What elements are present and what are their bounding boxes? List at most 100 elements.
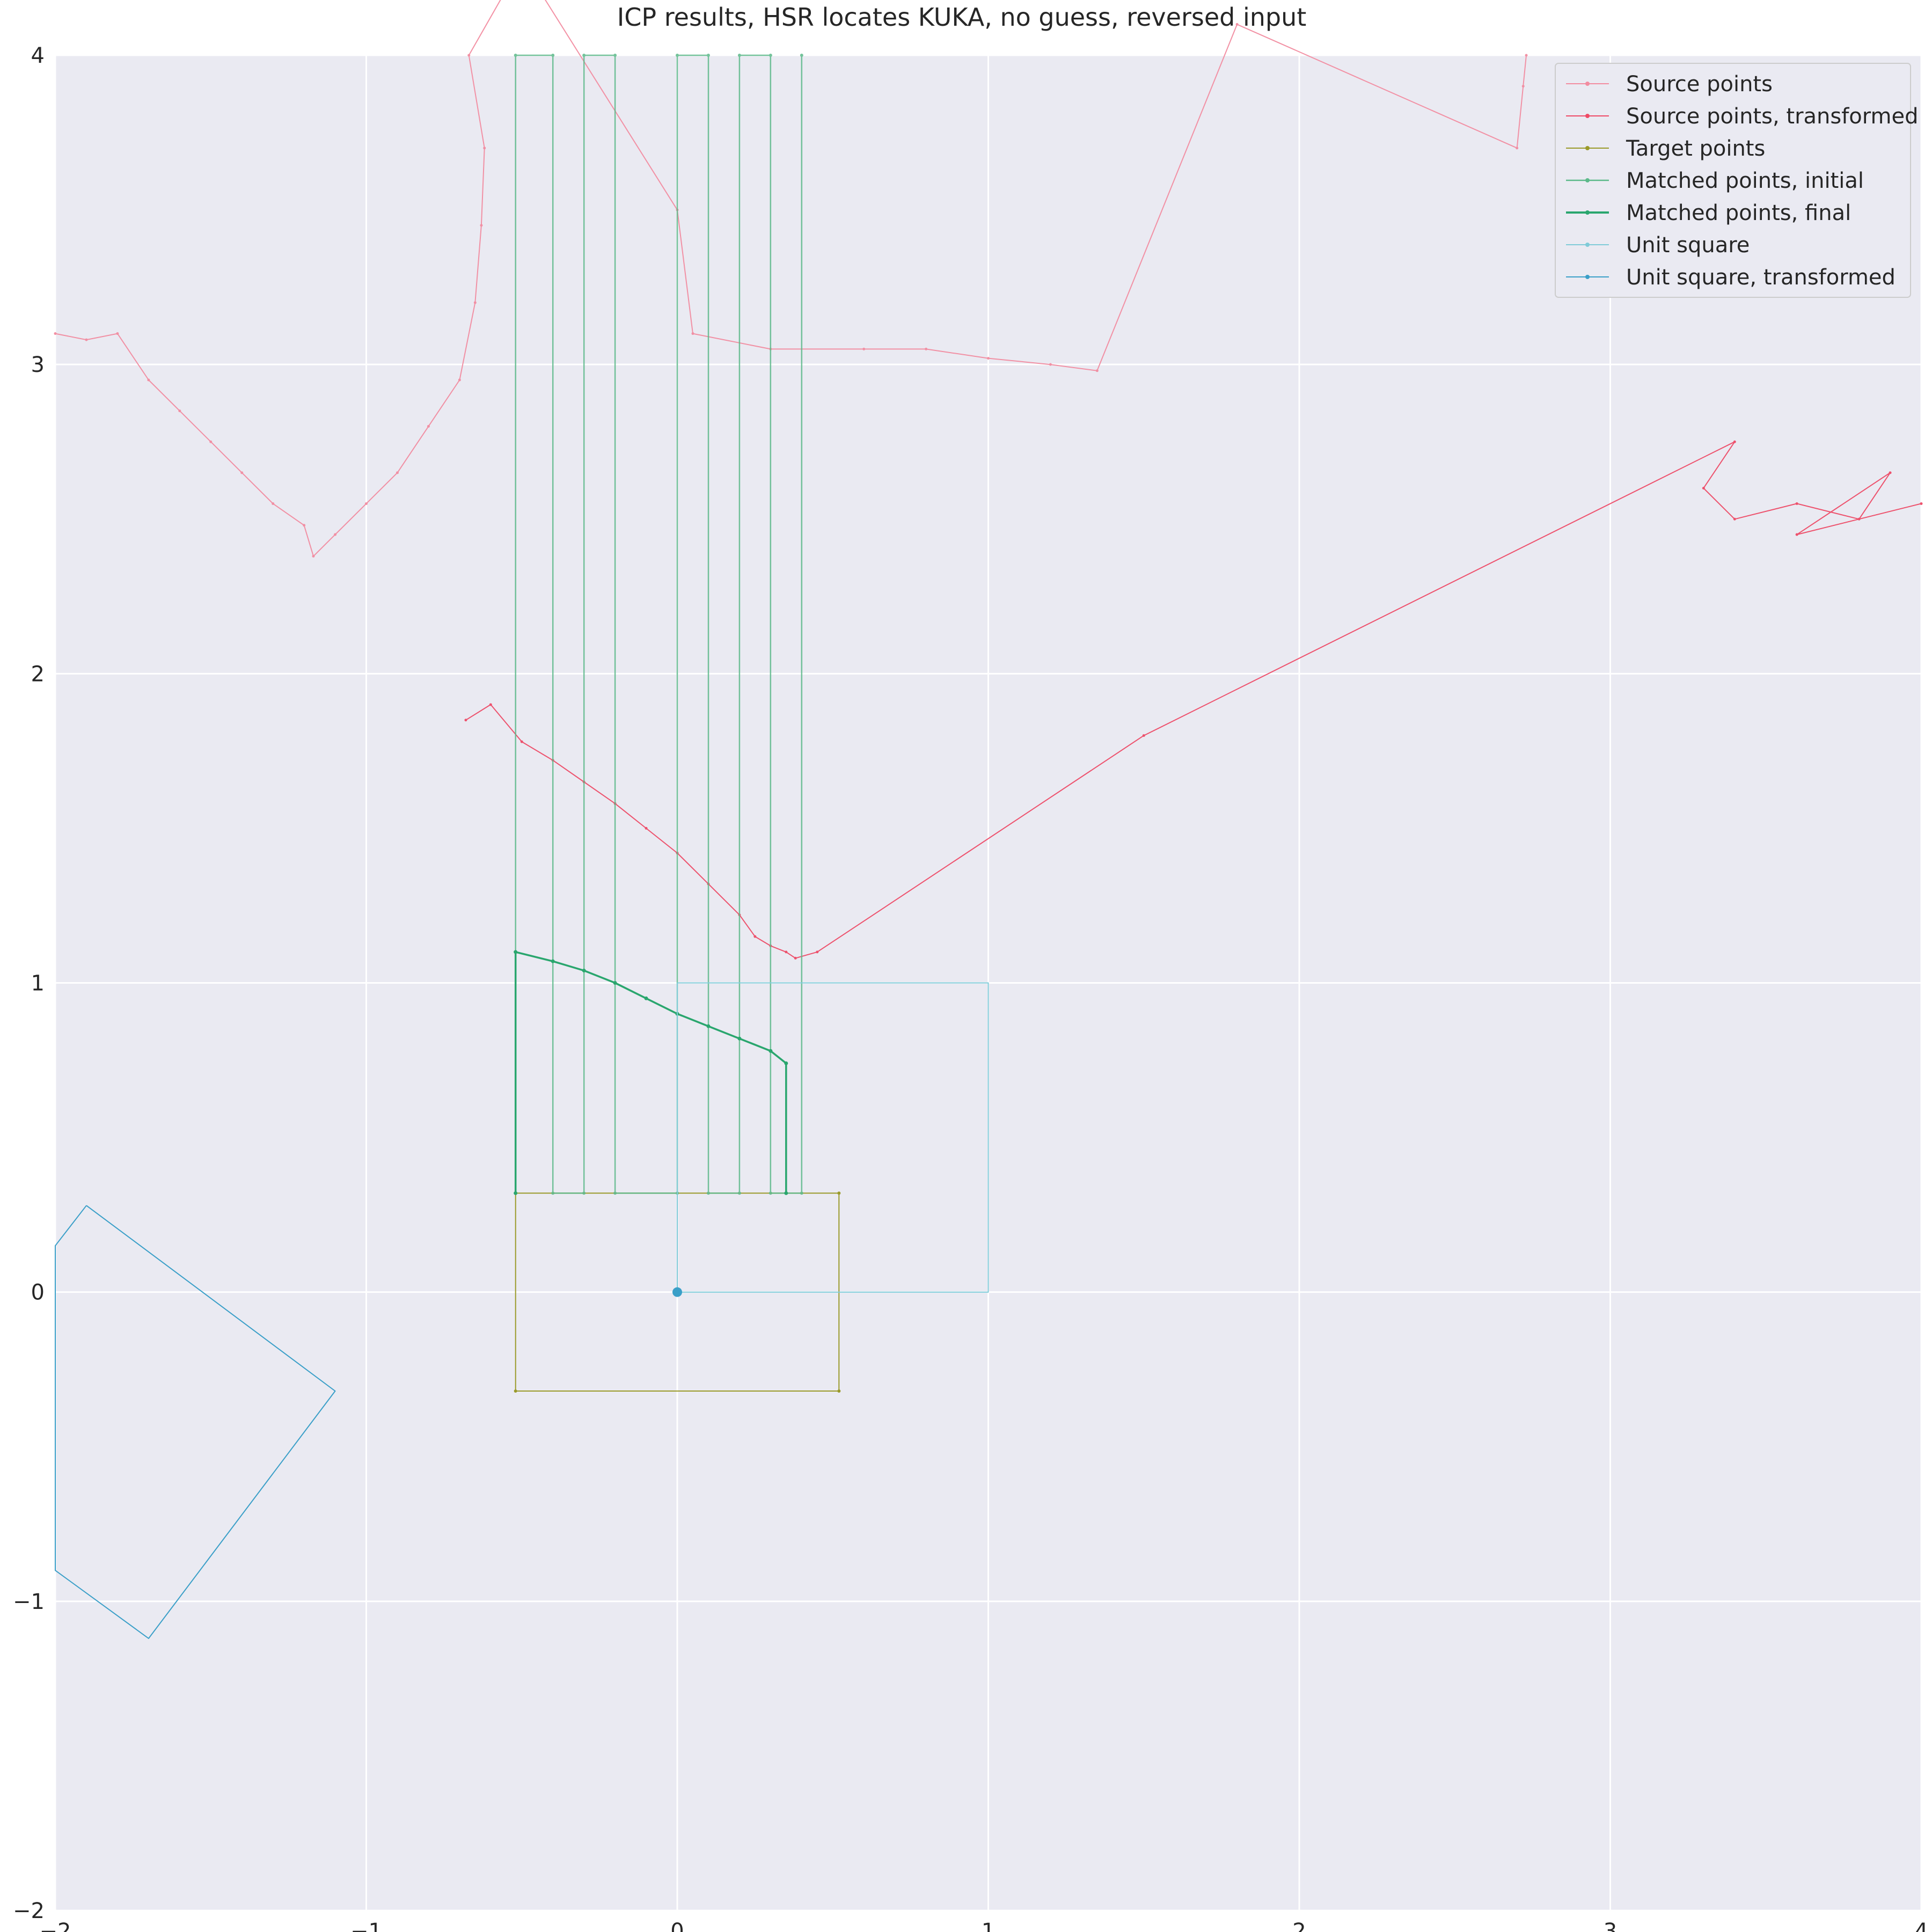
data-point xyxy=(240,471,244,474)
data-point xyxy=(837,1191,841,1195)
series-line xyxy=(515,54,803,1194)
data-point xyxy=(312,554,315,558)
data-point xyxy=(800,54,803,57)
data-point xyxy=(514,54,517,57)
y-tick-label: 1 xyxy=(31,971,45,996)
x-tick-label: 1 xyxy=(982,1919,995,1932)
data-point xyxy=(480,224,483,227)
data-point xyxy=(489,703,492,706)
data-point xyxy=(769,1191,772,1195)
series-line xyxy=(55,0,1527,557)
y-tick-label: −1 xyxy=(13,1590,45,1614)
data-point xyxy=(1049,363,1052,366)
series-line xyxy=(514,951,787,1194)
legend-entry: Source points, transformed xyxy=(1566,104,1918,129)
data-point xyxy=(837,1389,841,1393)
x-tick-label: 4 xyxy=(1914,1919,1928,1932)
legend-marker xyxy=(1585,114,1590,118)
series-4 xyxy=(514,950,788,1195)
x-tick-label: 2 xyxy=(1292,1919,1306,1932)
data-point xyxy=(551,1191,555,1195)
data-point xyxy=(769,1049,773,1053)
data-point xyxy=(737,54,741,57)
x-tick-label: −1 xyxy=(350,1919,382,1932)
data-point xyxy=(582,54,586,57)
data-point xyxy=(1857,517,1861,521)
data-point xyxy=(644,996,648,1000)
data-point xyxy=(514,950,518,954)
origin-point xyxy=(672,1287,682,1297)
y-tick-label: 0 xyxy=(31,1280,45,1305)
data-point xyxy=(54,332,57,335)
series-5 xyxy=(677,982,989,1293)
data-point xyxy=(473,301,477,304)
legend-marker xyxy=(1585,146,1590,150)
y-tick-label: 3 xyxy=(31,353,45,377)
data-point xyxy=(514,1389,517,1393)
data-point xyxy=(514,1191,518,1195)
data-point xyxy=(1521,85,1525,88)
legend-entry: Target points xyxy=(1566,136,1765,161)
legend-entry: Unit square xyxy=(1566,233,1750,258)
data-point xyxy=(753,935,757,938)
legend-entry: Source points xyxy=(1566,72,1773,97)
data-point xyxy=(458,378,461,382)
data-point xyxy=(1525,54,1528,57)
legend-label: Unit square, transformed xyxy=(1626,265,1896,290)
legend-label: Target points xyxy=(1626,136,1765,161)
data-point xyxy=(209,440,213,443)
data-point xyxy=(816,950,819,954)
y-tick-label: 4 xyxy=(31,43,45,68)
data-point xyxy=(785,950,788,954)
data-point xyxy=(925,347,928,350)
data-point xyxy=(1733,517,1736,521)
legend: Source points Source points, transformed T… xyxy=(1555,63,1918,298)
legend-label: Matched points, final xyxy=(1626,201,1851,225)
data-point xyxy=(706,1191,710,1195)
chart-title: ICP results, HSR locates KUKA, no guess,… xyxy=(617,3,1307,32)
data-point xyxy=(1795,502,1798,505)
data-point xyxy=(303,524,306,527)
series-0 xyxy=(54,0,1528,558)
data-point xyxy=(178,409,181,413)
data-point xyxy=(272,502,275,505)
legend-label: Unit square xyxy=(1626,233,1750,258)
data-point xyxy=(784,1061,788,1065)
x-tick-label: 0 xyxy=(670,1919,684,1932)
data-point xyxy=(464,719,467,722)
data-point xyxy=(1516,147,1519,150)
legend-label: Source points xyxy=(1626,72,1773,97)
series-layer xyxy=(54,0,1923,1639)
data-point xyxy=(396,471,399,474)
legend-marker xyxy=(1585,210,1590,215)
data-point xyxy=(582,1191,586,1195)
series-line xyxy=(677,982,989,1293)
data-point xyxy=(520,740,523,743)
legend-marker xyxy=(1585,82,1590,86)
data-point xyxy=(1235,23,1239,26)
legend-marker xyxy=(1585,178,1590,182)
x-tick-label: −2 xyxy=(40,1919,71,1932)
data-point xyxy=(737,1036,742,1041)
series-6 xyxy=(55,1205,336,1639)
data-point xyxy=(987,357,990,360)
data-point xyxy=(1889,471,1892,474)
data-point xyxy=(1702,487,1705,490)
data-point xyxy=(676,54,679,57)
data-point xyxy=(1733,440,1736,443)
data-point xyxy=(645,826,648,830)
series-3 xyxy=(514,54,803,1195)
data-point xyxy=(483,147,486,150)
legend-entry: Matched points, final xyxy=(1566,201,1851,225)
data-point xyxy=(1795,533,1798,536)
legend-frame xyxy=(1555,63,1911,298)
legend-entry: Matched points, initial xyxy=(1566,169,1864,193)
data-point xyxy=(613,981,617,985)
x-tick-label: 3 xyxy=(1604,1919,1617,1932)
legend-marker xyxy=(1585,275,1590,279)
data-point xyxy=(794,956,797,960)
legend-label: Source points, transformed xyxy=(1626,104,1918,129)
legend-marker xyxy=(1585,243,1590,247)
data-point xyxy=(582,968,586,972)
y-tick-label: 2 xyxy=(31,662,45,686)
